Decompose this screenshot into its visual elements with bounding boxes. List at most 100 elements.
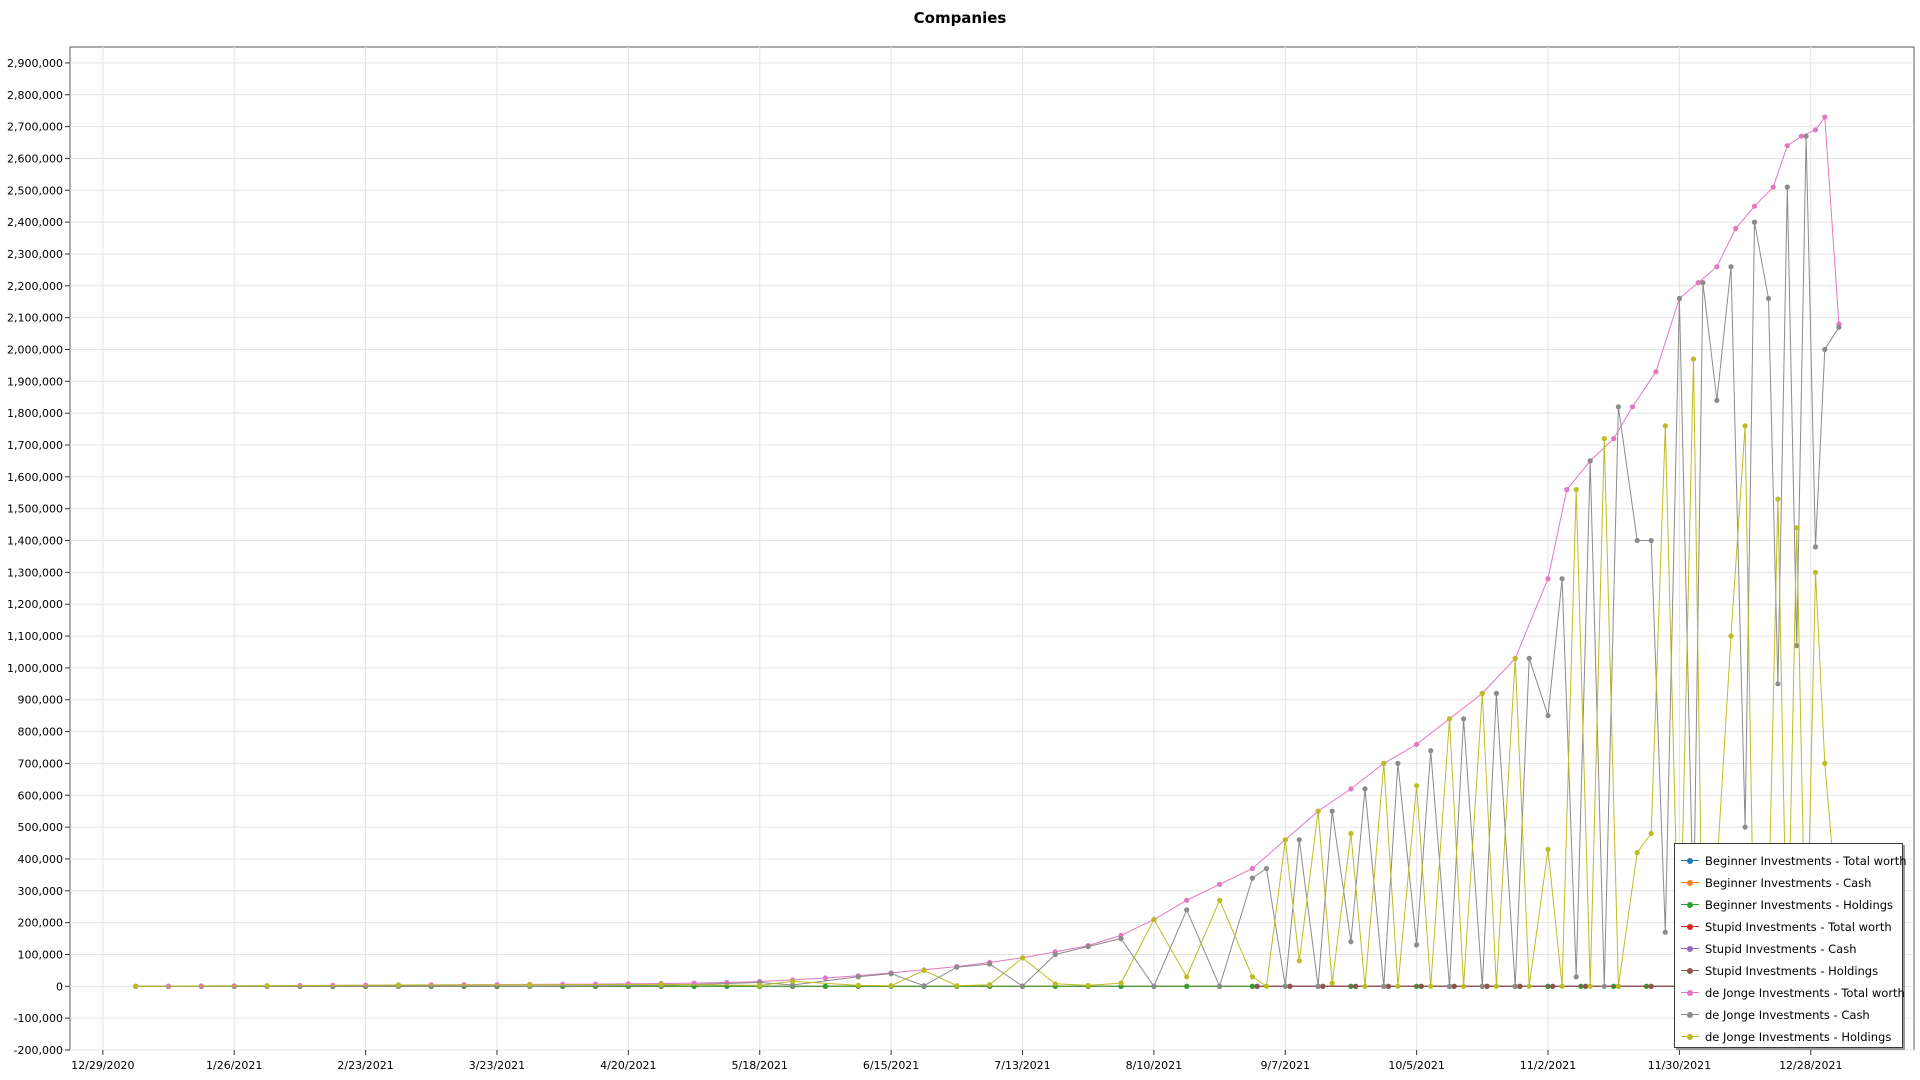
data-point [1217,897,1223,903]
data-point [1249,983,1255,989]
data-point [1733,225,1739,232]
data-point [1775,496,1781,502]
data-point [1517,983,1523,989]
data-point [1428,983,1434,989]
data-point [1573,974,1579,980]
y-tick-label: 2,200,000 [7,280,63,293]
legend-swatch [1681,901,1699,909]
legend-item: de Jonge Investments - Holdings [1681,1026,1896,1048]
data-point [1662,423,1668,429]
legend-swatch [1681,1033,1699,1041]
data-point [1770,184,1776,190]
x-tick-label: 11/2/2021 [1520,1059,1576,1072]
legend-label: Stupid Investments - Cash [1705,942,1857,956]
legend-label: Beginner Investments - Holdings [1705,898,1894,912]
data-point [1648,830,1654,837]
data-point [855,982,861,989]
data-point [1812,127,1819,133]
y-tick-label: 400,000 [18,853,64,866]
axis-layer: -200,000 -100,000 0 100,000 200,000 300,000 40… [7,57,1842,1072]
data-point [1695,280,1701,286]
data-point [1812,569,1819,576]
legend-label: Stupid Investments - Holdings [1705,964,1879,978]
data-point [1414,942,1420,948]
data-point [1493,983,1499,989]
data-point [790,982,796,988]
data-point [1822,114,1828,120]
y-tick-label: 2,300,000 [7,248,63,261]
data-point [1085,943,1091,950]
y-tick-label: 900,000 [18,694,64,707]
legend-item: de Jonge Investments - Cash [1681,1004,1896,1026]
data-point [527,982,533,988]
data-point [1794,643,1800,649]
data-point [1418,983,1424,989]
x-tick-label: 12/29/2020 [71,1059,134,1072]
y-tick-label: 200,000 [18,917,64,930]
y-tick-label: -100,000 [14,1012,63,1025]
y-tick-label: 700,000 [18,757,64,770]
data-point [888,983,894,989]
legend-swatch [1681,945,1699,953]
data-point [757,982,763,989]
data-point [1798,133,1804,139]
data-point [1329,980,1335,986]
data-point [1184,897,1190,903]
data-point [1765,295,1772,302]
data-point [1446,716,1453,722]
data-point [1362,786,1368,792]
data-point [1329,808,1335,814]
data-point [1803,133,1809,139]
y-tick-label: 1,700,000 [7,439,63,452]
legend-item: Stupid Investments - Cash [1681,938,1896,960]
data-point [395,982,401,988]
data-point [1052,951,1058,958]
data-point [1728,264,1734,270]
data-point [1085,982,1091,989]
data-point [987,982,993,988]
data-point [1653,369,1659,375]
data-point [1296,837,1302,843]
data-point [954,983,960,989]
legend-swatch [1681,967,1699,975]
data-point [1812,544,1819,550]
data-point [1381,983,1387,989]
data-point [822,983,829,989]
data-point [1526,655,1532,662]
data-point [1629,404,1636,410]
x-tick-label: 3/23/2021 [469,1059,525,1072]
y-tick-label: 1,500,000 [7,503,63,516]
data-point [1217,881,1223,888]
data-point [1461,716,1467,722]
data-point [1526,983,1532,989]
data-point [1315,808,1321,814]
data-point [1587,983,1593,989]
y-tick-label: 1,000,000 [7,662,63,675]
y-tick-label: 0 [56,980,63,993]
data-point [1118,980,1124,986]
data-point [1353,983,1359,989]
data-point [1414,783,1420,789]
data-point [1249,875,1255,881]
data-point [1151,983,1157,989]
y-tick-label: 2,900,000 [7,57,63,70]
legend-label: de Jonge Investments - Cash [1705,1008,1870,1022]
data-point [1287,983,1293,989]
legend-item: Stupid Investments - Holdings [1681,960,1896,982]
data-point [1601,436,1607,442]
x-tick-label: 6/15/2021 [863,1059,919,1072]
data-point [1559,983,1565,989]
data-point [1784,143,1790,149]
legend-label: Beginner Investments - Cash [1705,876,1872,890]
data-point [888,971,894,977]
data-point [1315,983,1321,989]
data-point [1512,983,1518,989]
data-point [822,975,829,981]
data-point [1151,916,1157,923]
x-tick-label: 10/5/2021 [1388,1059,1444,1072]
data-point [921,983,927,989]
y-tick-label: 1,600,000 [7,471,63,484]
data-point [1742,824,1748,830]
data-point [1254,983,1260,989]
